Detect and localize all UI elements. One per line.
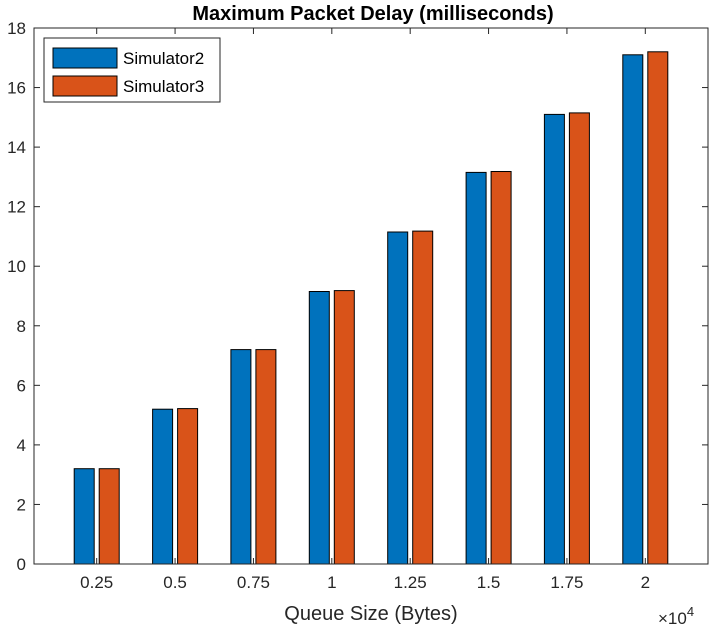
bar-simulator2-3	[308, 291, 330, 565]
x-tick-label: 1.25	[394, 573, 427, 592]
bar-simulator3-4	[412, 230, 434, 565]
legend-swatch-simulator2	[52, 47, 118, 69]
y-tick-label: 8	[17, 317, 26, 336]
plot-area	[34, 28, 711, 564]
y-tick-label: 6	[17, 376, 26, 395]
x-tick-label: 0.25	[80, 573, 113, 592]
plot-border	[33, 27, 709, 565]
x-tick-label: 0.5	[163, 573, 187, 592]
bar-simulator2-6	[543, 113, 565, 565]
bar-simulator2-7	[622, 54, 644, 565]
x-tick-label: 1.5	[477, 573, 501, 592]
y-tick-label: 4	[17, 436, 26, 455]
bar-simulator2-0	[73, 468, 95, 565]
y-tick-label: 14	[7, 138, 26, 157]
y-tick-label: 0	[17, 555, 26, 574]
bar-simulator3-5	[490, 171, 512, 565]
y-tick-label: 18	[7, 19, 26, 38]
x-axis-ticks: 0.25 0.5 0.75 1 1.25 1.5 1.75 2	[80, 28, 650, 592]
bar-simulator2-2	[230, 349, 252, 565]
legend-swatch-simulator3	[52, 75, 118, 97]
legend: Simulator2 Simulator3	[43, 37, 221, 103]
bar-simulator3-7	[647, 51, 669, 565]
x-axis-label: Queue Size (Bytes)	[284, 603, 457, 625]
legend-label-simulator3: Simulator3	[123, 77, 204, 96]
x-tick-label: 0.75	[237, 573, 270, 592]
legend-label-simulator2: Simulator2	[123, 49, 204, 68]
bar-simulator2-5	[465, 171, 487, 565]
x-tick-label: 2	[641, 573, 650, 592]
bar-simulator3-1	[177, 408, 199, 565]
y-tick-label: 10	[7, 257, 26, 276]
x-tick-label: 1	[327, 573, 336, 592]
y-tick-label: 16	[7, 79, 26, 98]
x-tick-label: 1.75	[550, 573, 583, 592]
bar-simulator3-0	[98, 468, 120, 565]
bar-simulator2-1	[152, 408, 174, 565]
bar-simulator3-6	[568, 112, 590, 565]
bar-simulator3-3	[333, 290, 355, 565]
x-axis-exponent-base: ×10	[658, 609, 687, 628]
y-tick-label: 12	[7, 198, 26, 217]
x-axis-exponent: ×104	[658, 604, 694, 628]
y-tick-label: 2	[17, 495, 26, 514]
x-axis-exponent-power: 4	[687, 604, 694, 619]
chart-title: Maximum Packet Delay (milliseconds)	[192, 3, 553, 25]
bar-simulator3-2	[255, 349, 277, 565]
bar-simulator2-4	[387, 231, 409, 565]
